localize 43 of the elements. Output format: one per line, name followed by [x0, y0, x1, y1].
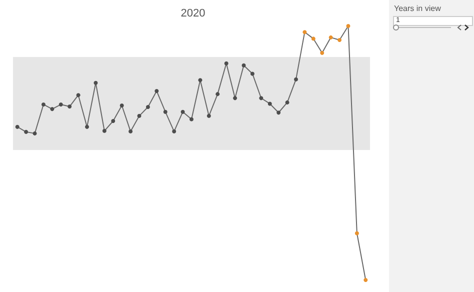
point — [346, 24, 350, 28]
point — [328, 35, 333, 40]
point — [233, 96, 238, 100]
point — [311, 36, 316, 41]
point — [120, 104, 124, 108]
point — [32, 131, 37, 136]
point — [172, 129, 176, 134]
point — [94, 80, 98, 85]
point — [294, 77, 298, 82]
point — [128, 129, 133, 134]
point — [154, 89, 159, 94]
point — [15, 124, 20, 129]
point — [364, 278, 368, 282]
point — [198, 78, 202, 82]
point — [285, 100, 290, 104]
point — [137, 114, 142, 118]
point — [58, 102, 63, 106]
point — [224, 61, 228, 66]
point — [180, 110, 185, 114]
point — [68, 104, 72, 109]
point — [242, 63, 246, 68]
point — [259, 96, 264, 100]
point — [338, 38, 342, 42]
point — [206, 114, 211, 118]
point — [320, 50, 324, 55]
point — [111, 118, 116, 123]
point — [102, 128, 106, 133]
point — [250, 72, 254, 76]
point — [41, 102, 46, 106]
point — [146, 105, 150, 110]
point — [163, 110, 168, 114]
point — [268, 102, 272, 106]
point — [85, 124, 90, 129]
point — [50, 107, 54, 112]
point — [216, 92, 220, 96]
point — [190, 117, 194, 122]
point — [354, 231, 359, 236]
point — [276, 110, 281, 115]
point — [76, 93, 80, 98]
point — [24, 130, 28, 134]
point — [302, 30, 307, 34]
chart-title: 2020 — [180, 8, 206, 20]
text: Years in view — [394, 4, 441, 13]
